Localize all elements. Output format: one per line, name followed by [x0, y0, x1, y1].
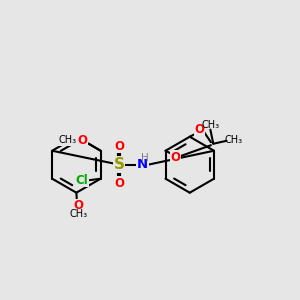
- Text: H: H: [141, 153, 149, 163]
- Text: O: O: [114, 177, 124, 190]
- Text: N: N: [137, 158, 148, 171]
- Text: O: O: [114, 140, 124, 153]
- Text: O: O: [78, 134, 88, 147]
- Text: CH₃: CH₃: [70, 209, 88, 219]
- Text: CH₃: CH₃: [224, 135, 242, 145]
- Text: CH₃: CH₃: [201, 120, 219, 130]
- Text: S: S: [114, 157, 124, 172]
- Text: O: O: [170, 151, 181, 164]
- Text: CH₃: CH₃: [58, 135, 77, 146]
- Text: Cl: Cl: [75, 174, 88, 187]
- Text: O: O: [195, 124, 205, 136]
- Text: O: O: [74, 199, 84, 212]
